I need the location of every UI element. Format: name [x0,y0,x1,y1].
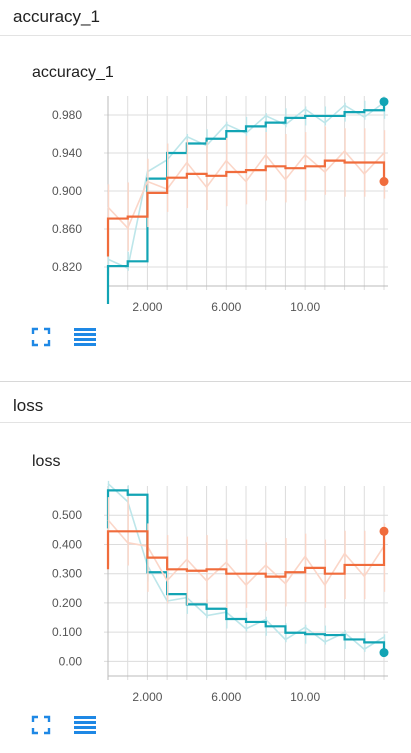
card-title-loss: loss [32,453,61,470]
accuracy-chart[interactable]: 0.820 0.860 0.900 0.940 0.980 2.000 6.000 10.00 [0,90,411,316]
series-line [106,159,386,257]
card-title-accuracy: accuracy_1 [32,64,114,81]
x-tick-label: 6.000 [211,690,241,704]
x-tick-label: 2.000 [132,690,162,704]
series-end-point [379,526,389,536]
series-end-point [379,177,389,186]
section-title: loss [13,396,44,415]
y-tick-label: 0.200 [52,596,82,610]
x-tick-label: 10.00 [290,690,320,704]
y-tick-label: 0.300 [52,567,82,581]
series-end-point [379,97,389,107]
x-tick-label: 2.000 [132,300,162,314]
y-tick-label: 0.940 [52,146,82,160]
y-tick-label: 0.100 [52,625,82,639]
x-tick-label: 6.000 [211,300,241,314]
series-line [106,530,386,578]
y-tick-label: 0.860 [52,222,82,236]
section-header-accuracy[interactable]: accuracy_1 [0,0,411,36]
y-tick-label: 0.400 [52,537,82,551]
fit-domain-icon[interactable] [30,326,52,348]
y-tick-label: 0.820 [52,260,82,274]
y-tick-label: 0.980 [52,108,82,122]
loss-chart[interactable]: 0.00 0.100 0.200 0.300 0.400 0.500 2.000 6.000 1… [0,480,411,706]
x-tick-label: 10.00 [290,300,320,314]
data-table-icon[interactable] [73,714,97,736]
y-tick-label: 0.00 [59,654,83,668]
section-title: accuracy_1 [13,7,100,26]
section-header-loss[interactable]: loss [0,381,411,423]
y-tick-label: 0.500 [52,508,82,522]
fit-domain-icon[interactable] [30,714,52,736]
y-tick-label: 0.900 [52,184,82,198]
data-table-icon[interactable] [73,326,97,348]
series-end-point [379,648,389,658]
